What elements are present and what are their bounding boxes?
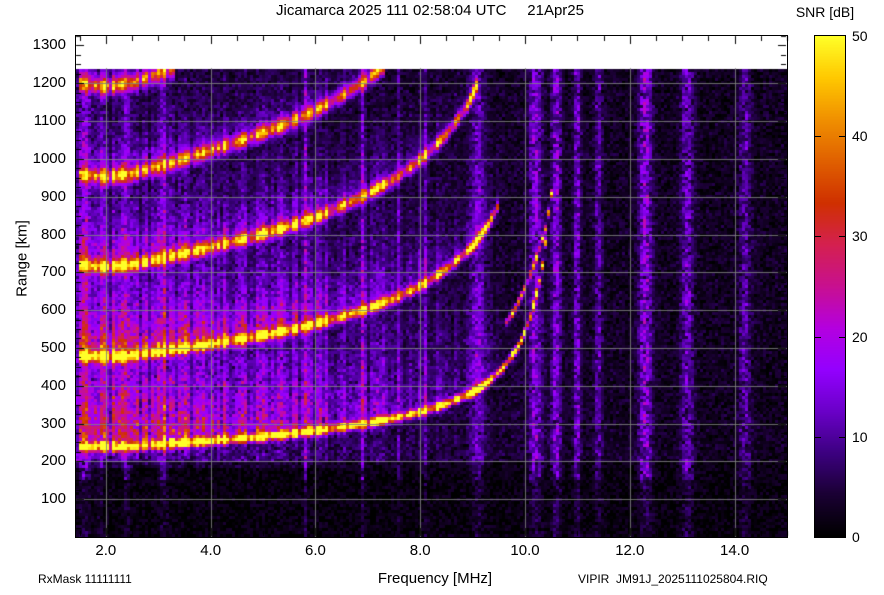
y-tick-label: 700 — [40, 263, 66, 281]
x-tick-label: 12.0 — [615, 542, 645, 559]
y-tick-label: 1200 — [32, 74, 66, 92]
rxmask-footer: RxMask 11111111 — [38, 572, 132, 586]
colorbar-tick-mark — [839, 136, 845, 137]
colorbar-tick-label: 50 — [852, 28, 868, 44]
colorbar-tick-label: 20 — [852, 328, 868, 345]
colorbar-tick-mark — [815, 337, 821, 338]
x-tick-label: 14.0 — [719, 542, 750, 559]
y-tick-label: 1000 — [32, 149, 66, 167]
y-tick-label: 500 — [40, 338, 66, 356]
colorbar-tick-mark — [815, 236, 821, 237]
y-tick-label: 400 — [40, 376, 66, 394]
y-tick-label: 300 — [40, 414, 66, 432]
x-tick-label: 6.0 — [305, 542, 326, 559]
colorbar-tick-label: 30 — [852, 228, 868, 245]
y-tick-label: 800 — [40, 225, 66, 243]
colorbar-tick-label: 40 — [852, 128, 868, 145]
colorbar-gradient — [815, 36, 845, 537]
x-axis-title: Frequency [MHz] — [377, 570, 493, 587]
x-tick-label: 2.0 — [95, 542, 117, 559]
x-tick-label: 10.0 — [510, 542, 540, 559]
x-tick-label: 4.0 — [200, 542, 222, 559]
colorbar-tick-mark — [815, 136, 821, 137]
ionogram-heatmap-canvas — [76, 36, 787, 537]
y-tick-label: 200 — [40, 452, 66, 470]
colorbar-tick-label: 10 — [852, 428, 868, 445]
page-title: Jicamarca 2025 111 02:58:04 UTC 21Apr25 — [276, 2, 584, 19]
y-tick-label: 900 — [40, 187, 66, 205]
ionogram-plot-area — [75, 35, 788, 538]
colorbar-tick-mark — [839, 437, 845, 438]
colorbar-title: SNR [dB] — [795, 4, 855, 20]
y-tick-label: 1300 — [32, 36, 66, 54]
y-tick-label: 600 — [40, 301, 66, 319]
colorbar-tick-mark — [839, 236, 845, 237]
vipir-file-footer: VIPIR JM91J_2025111025804.RIQ — [578, 572, 768, 586]
colorbar — [814, 35, 846, 538]
y-axis-title: Range [km] — [13, 220, 31, 297]
colorbar-tick-mark — [839, 337, 845, 338]
y-tick-label: 1100 — [33, 112, 66, 130]
colorbar-tick-label: 0 — [852, 529, 860, 545]
y-tick-label: 100 — [40, 490, 66, 508]
x-tick-label: 8.0 — [409, 542, 431, 559]
colorbar-tick-mark — [815, 437, 821, 438]
